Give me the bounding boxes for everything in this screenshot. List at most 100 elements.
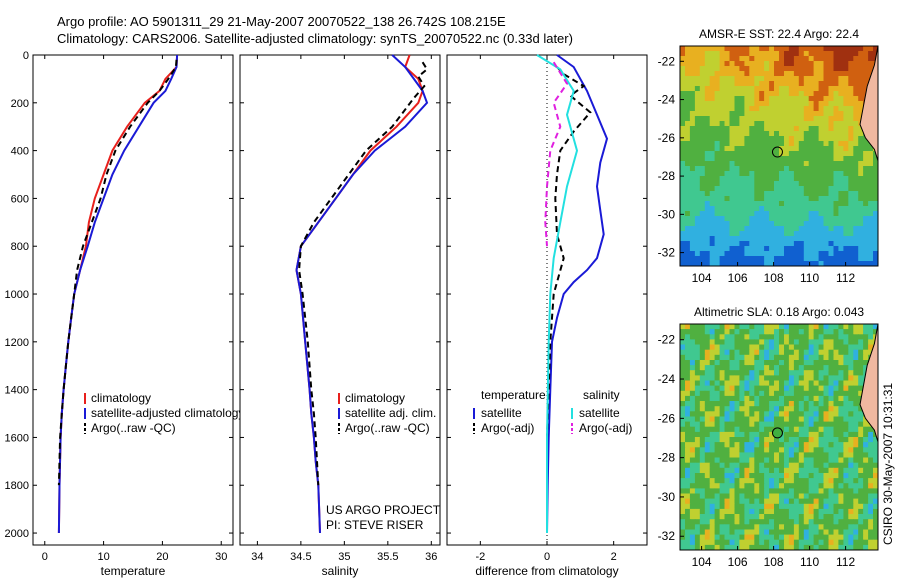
map-cell <box>853 216 859 222</box>
map-cell <box>699 493 706 500</box>
map-cell <box>704 344 711 351</box>
map-cell <box>798 534 805 541</box>
map-cell <box>729 141 735 147</box>
map-cell <box>779 181 785 187</box>
map-cell <box>754 61 760 67</box>
map-cell <box>833 231 839 237</box>
map-cell <box>798 349 805 356</box>
map-cell <box>734 539 740 546</box>
map-cell <box>803 385 810 392</box>
map-cell <box>685 544 691 551</box>
map-cell <box>749 452 755 458</box>
map-cell <box>709 101 716 107</box>
map-cell <box>749 370 755 376</box>
legend-label: Argo(..raw -QC) <box>345 421 430 435</box>
map-cell <box>774 91 780 97</box>
map-cell <box>853 151 859 157</box>
map-cell <box>729 81 735 87</box>
map-cell <box>808 136 815 142</box>
map-cell <box>680 544 686 551</box>
map-cell <box>734 206 740 212</box>
map-cell <box>813 206 820 212</box>
map-cell <box>694 71 701 77</box>
map-cell <box>689 136 696 142</box>
map-cell <box>818 71 825 77</box>
map-cell <box>788 329 795 335</box>
map-cell <box>759 411 765 417</box>
map-cell <box>694 176 701 182</box>
map-cell <box>685 344 691 351</box>
map-cell <box>734 431 740 438</box>
map-cell <box>685 467 691 474</box>
map-cell <box>749 131 755 137</box>
map-cell <box>808 216 815 222</box>
map-cell <box>868 231 874 237</box>
map-cell <box>759 380 765 387</box>
map-cell <box>858 354 864 361</box>
map-cell <box>873 467 879 474</box>
map-cell <box>843 395 849 402</box>
map-cell <box>754 344 760 351</box>
map-cell <box>779 447 785 453</box>
map-cell <box>833 467 839 474</box>
map-cell <box>749 519 755 525</box>
map-cell <box>694 101 701 107</box>
map-cell <box>868 493 874 500</box>
map-cell <box>823 171 829 177</box>
map-cell <box>734 171 740 177</box>
map-cell <box>813 442 820 448</box>
map-cell <box>774 329 780 335</box>
map-cell <box>724 126 730 132</box>
map-cell <box>709 457 716 464</box>
map-cell <box>788 246 795 252</box>
map-cell <box>784 539 790 546</box>
map-cell <box>873 534 879 541</box>
map-cell <box>699 121 706 127</box>
map-cell <box>699 76 706 82</box>
argo-marker <box>771 146 783 158</box>
map-cell <box>803 176 810 182</box>
map-cell <box>769 76 775 82</box>
map-cell <box>848 186 854 192</box>
map-cell <box>833 71 839 77</box>
map-cell <box>704 241 711 247</box>
map-cell <box>704 324 711 330</box>
map-cell <box>803 411 810 417</box>
map-cell <box>759 503 765 510</box>
map-cell <box>858 426 864 433</box>
map-cell <box>749 151 755 157</box>
map-cell <box>803 349 810 356</box>
map-cell <box>724 91 730 97</box>
map-cell <box>724 156 730 162</box>
map-cell <box>788 401 795 407</box>
map-cell <box>694 534 701 541</box>
map-cell <box>838 186 844 192</box>
map-cell <box>793 71 800 77</box>
map-cell <box>689 111 696 117</box>
map-cell <box>685 231 691 237</box>
map-cell <box>808 539 815 546</box>
map-cell <box>759 437 765 443</box>
map-cell <box>803 236 810 242</box>
map-cell <box>689 131 696 137</box>
legend-label: climatology <box>345 391 405 405</box>
map-cell <box>828 380 834 387</box>
map-cell <box>714 121 721 127</box>
map-cell <box>680 141 686 147</box>
map-cell <box>803 360 810 366</box>
map-cell <box>714 478 721 484</box>
map-cell <box>843 156 849 162</box>
map-cell <box>868 344 874 351</box>
salinity-profile: 34 34.5 35 35.5 36salinityclimatologysatelli… <box>239 54 441 578</box>
map-cell <box>868 201 874 207</box>
map-cell <box>704 261 711 267</box>
map-cell <box>739 447 745 453</box>
map-cell <box>689 66 696 72</box>
map-cell <box>808 76 815 82</box>
map-cell <box>689 385 696 392</box>
map-cell <box>818 146 825 152</box>
map-cell <box>724 483 730 489</box>
map-cell <box>853 467 859 474</box>
map-cell <box>694 411 701 417</box>
map-cell <box>680 246 686 252</box>
